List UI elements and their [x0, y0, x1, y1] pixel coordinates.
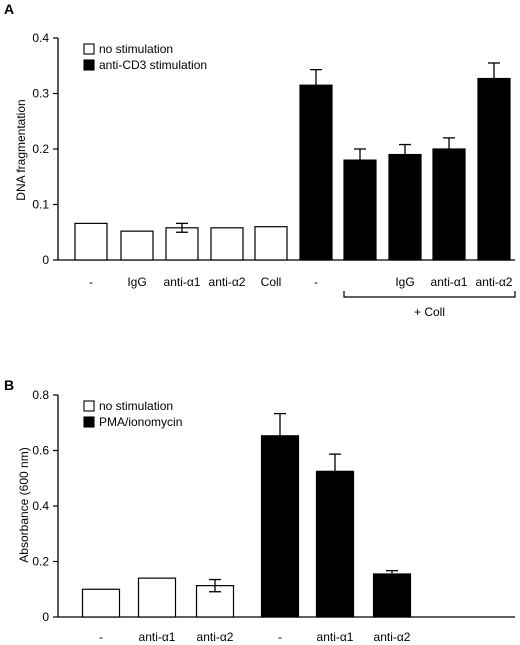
- category-label: anti-α1: [431, 275, 468, 289]
- panel-a-y-axis-label: DNA fragmentation: [14, 99, 28, 200]
- bar-stimulated: [432, 148, 466, 261]
- panel-a-label: A: [4, 1, 14, 17]
- bar-unstimulated: [120, 230, 154, 261]
- category-label: -: [99, 630, 103, 644]
- panel-b-category-labels: - anti-α1 anti-α2 - anti-α1 anti-α2: [99, 630, 411, 644]
- bar-stimulated: [388, 153, 422, 261]
- category-label: -: [89, 275, 93, 289]
- group-bracket: [343, 291, 516, 298]
- panel-b-bars: [81, 412, 412, 618]
- y-tick-label: 0.4: [32, 499, 49, 513]
- group-label: + Coll: [414, 305, 445, 319]
- category-label: anti-α2: [374, 630, 411, 644]
- y-tick-label: 0.1: [32, 198, 49, 212]
- panel-b: B Absorbance (600 nm) 0 0.2 0.4 0.6 0.8 - ant…: [4, 377, 515, 644]
- y-tick-label: 0.2: [32, 142, 49, 156]
- y-tick-label: 0: [42, 610, 49, 624]
- legend-label: no stimulation: [99, 42, 173, 56]
- bar-unstimulated: [210, 227, 244, 261]
- legend-swatch: [83, 416, 95, 428]
- category-label: -: [278, 630, 282, 644]
- legend-label: PMA/ionomycin: [99, 415, 182, 429]
- category-label: Coll: [261, 275, 282, 289]
- bar-stimulated: [315, 470, 355, 618]
- category-label: anti-α2: [209, 275, 246, 289]
- panel-b-y-axis-label: Absorbance (600 nm): [17, 447, 31, 562]
- panel-b-label: B: [4, 377, 14, 393]
- legend-label: anti-CD3 stimulation: [99, 58, 207, 72]
- panel-a-category-labels: - IgG anti-α1 anti-α2 Coll - IgG anti-α1 anti-α2…: [89, 275, 516, 319]
- legend-label: no stimulation: [99, 399, 173, 413]
- bar-stimulated: [372, 573, 412, 618]
- y-tick-label: 0: [42, 253, 49, 267]
- legend-swatch: [83, 43, 95, 55]
- bar-unstimulated: [74, 222, 108, 261]
- category-label: anti-α1: [317, 630, 354, 644]
- bar-stimulated: [299, 84, 333, 261]
- category-label: anti-α2: [476, 275, 513, 289]
- bar-unstimulated: [137, 577, 177, 618]
- bar-unstimulated: [81, 588, 121, 618]
- y-tick-label: 0.2: [32, 555, 49, 569]
- panel-a: A DNA fragmentation 0 0.1 0.2 0.3 0.4 - IgG an…: [4, 1, 516, 319]
- category-label: anti-α1: [139, 630, 176, 644]
- panel-a-legend: no stimulation anti-CD3 stimulation: [83, 42, 207, 72]
- category-label: anti-α1: [164, 275, 201, 289]
- bar-stimulated: [477, 77, 511, 261]
- y-tick-label: 0.4: [32, 31, 49, 45]
- category-label: -: [314, 275, 318, 289]
- bar-stimulated: [343, 159, 377, 261]
- y-tick-label: 0.8: [32, 388, 49, 402]
- legend-swatch: [83, 400, 95, 412]
- category-label: IgG: [395, 275, 414, 289]
- y-tick-label: 0.6: [32, 444, 49, 458]
- bar-unstimulated: [254, 226, 288, 261]
- y-tick-label: 0.3: [32, 87, 49, 101]
- panel-a-bars: [74, 62, 511, 261]
- category-label: anti-α2: [197, 630, 234, 644]
- category-label: IgG: [127, 275, 146, 289]
- panel-b-legend: no stimulation PMA/ionomycin: [83, 399, 182, 429]
- legend-swatch: [83, 59, 95, 71]
- bar-unstimulated: [165, 227, 199, 261]
- bar-stimulated: [260, 435, 300, 618]
